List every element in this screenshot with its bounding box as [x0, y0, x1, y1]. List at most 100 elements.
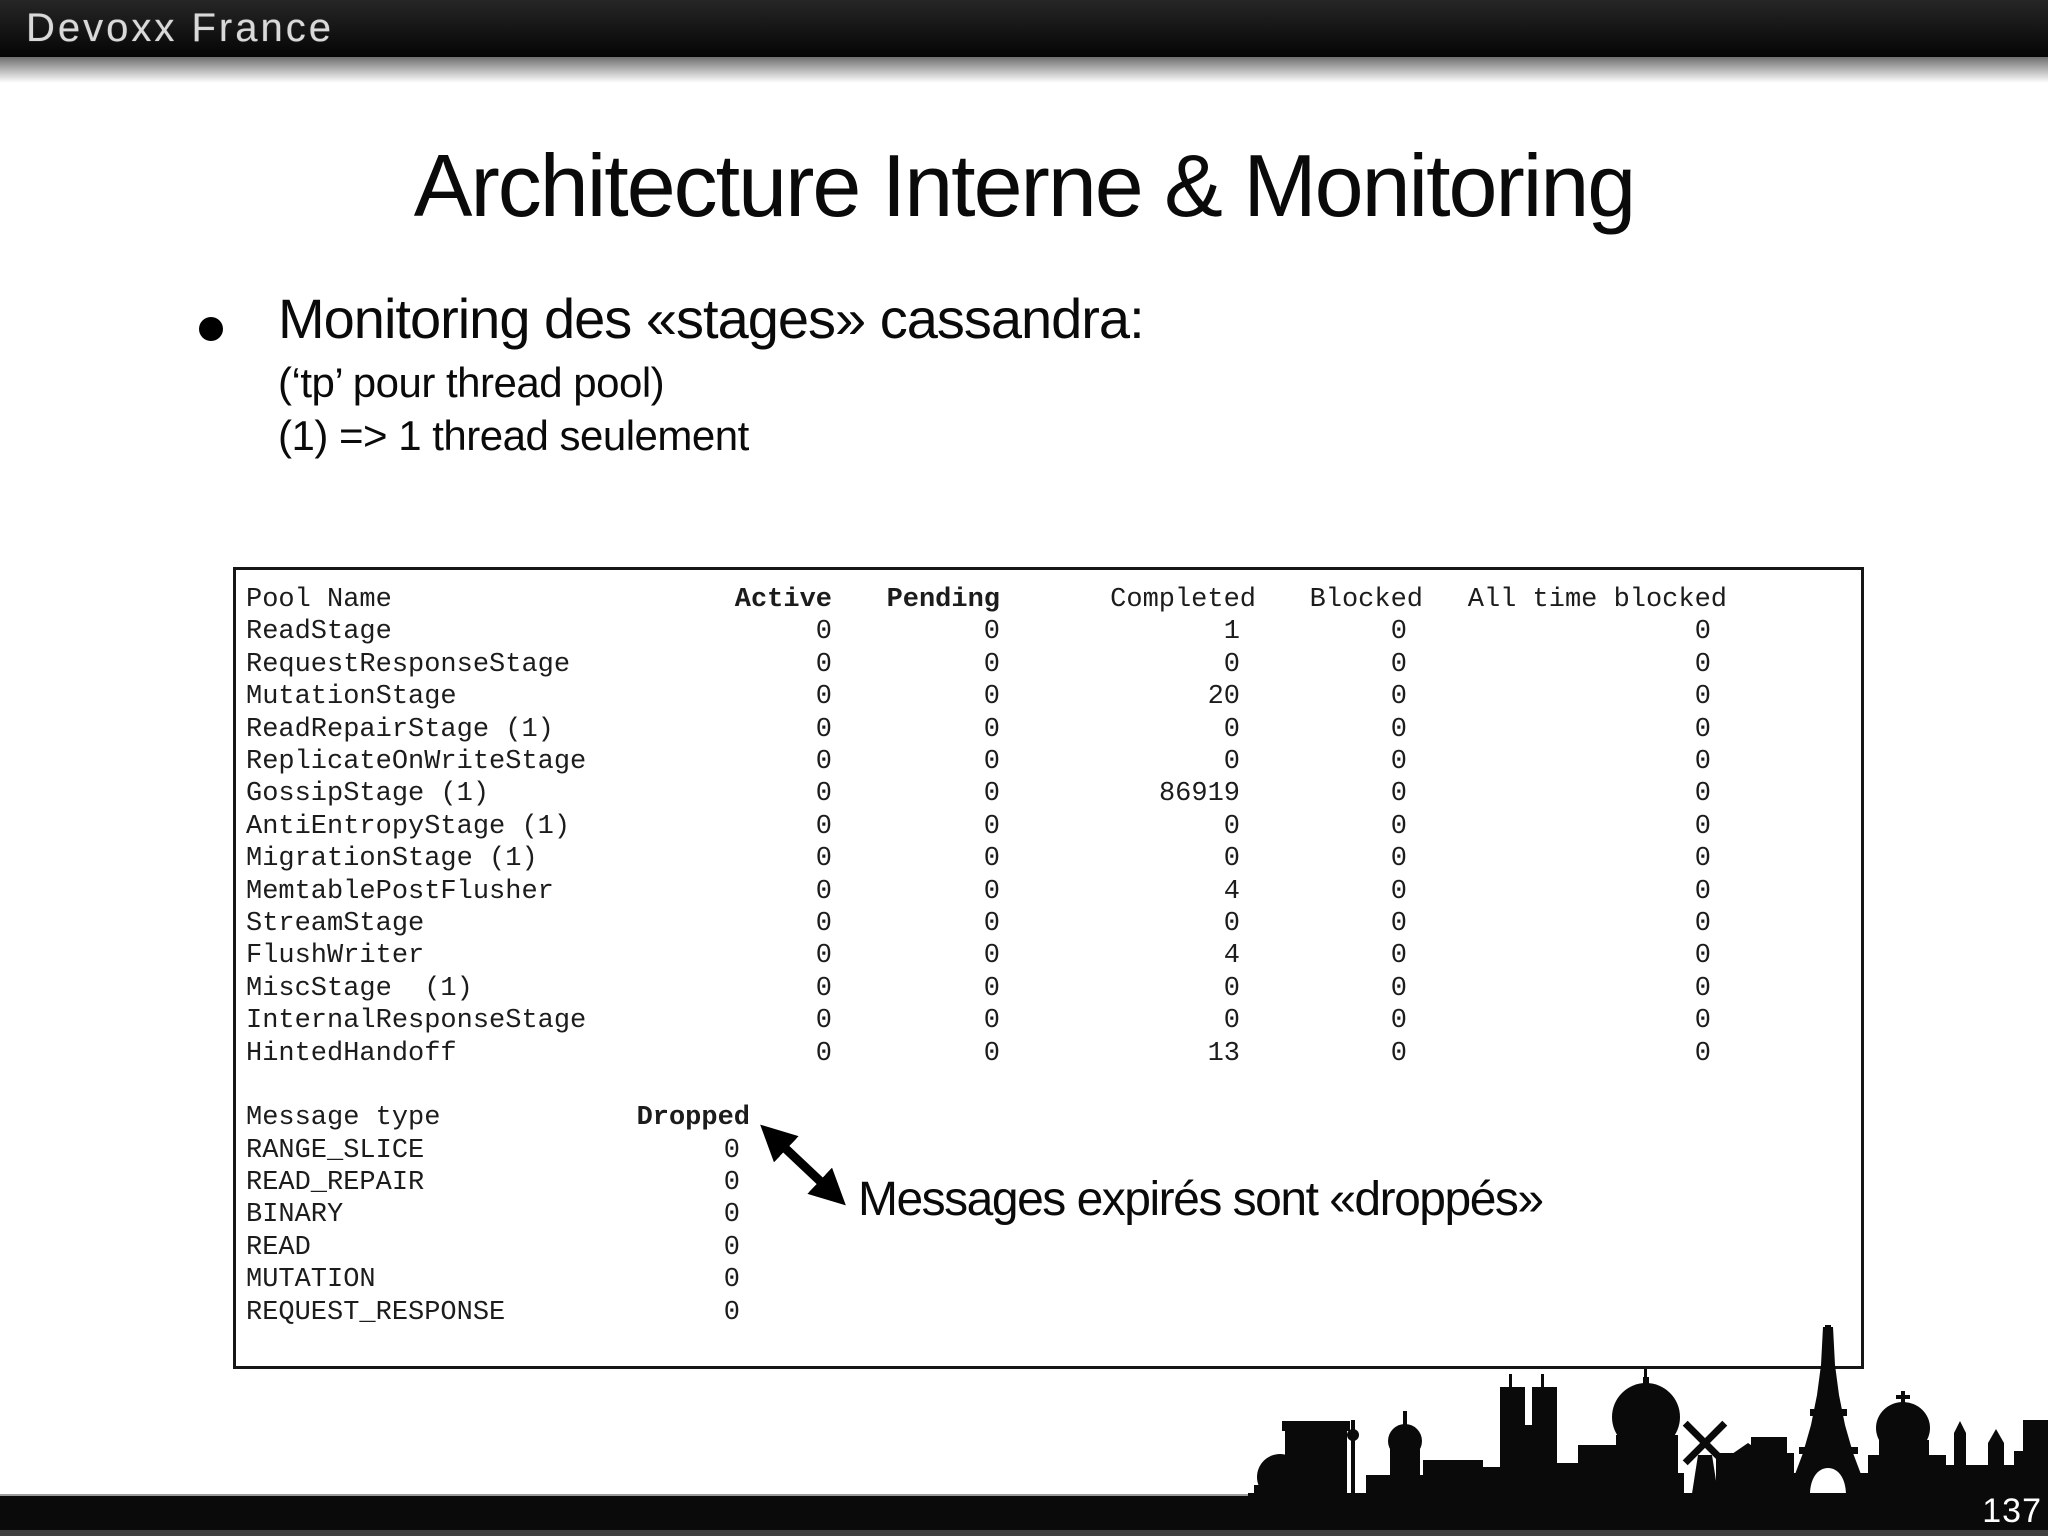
value-cell: 0: [1694, 617, 1711, 648]
message-type-cell: MUTATION: [246, 1265, 376, 1296]
value-cell: 0: [1694, 747, 1711, 778]
bullet-text: Monitoring des «stages» cassandra:: [278, 287, 1145, 350]
message-type-cell: REQUEST_RESPONSE: [246, 1297, 506, 1328]
value-cell: 0: [1390, 779, 1407, 810]
brand-logo: Devoxx France: [26, 6, 334, 50]
message-type-cell: READ_REPAIR: [246, 1167, 425, 1198]
pool-name-cell: MutationStage: [246, 682, 457, 713]
pool-name-cell: HintedHandoff: [246, 1038, 457, 1069]
bullet-subtext-line2: (1) => 1 thread seulement: [278, 412, 749, 459]
value-cell: 0: [983, 941, 1000, 972]
value-cell: 0: [723, 1167, 740, 1198]
value-cell: 0: [983, 714, 1000, 745]
page-title: Architecture Interne & Monitoring: [413, 135, 1636, 235]
value-cell: 0: [815, 811, 832, 842]
pool-name-cell: ReadRepairStage (1): [246, 714, 554, 745]
value-cell: 0: [1223, 844, 1240, 875]
value-cell: 0: [1694, 1038, 1711, 1069]
value-cell: 0: [815, 1006, 832, 1037]
message-type-cell: RANGE_SLICE: [246, 1135, 425, 1166]
value-cell: 0: [1223, 649, 1240, 680]
value-cell: 0: [1390, 811, 1407, 842]
pool-name-cell: InternalResponseStage: [246, 1006, 587, 1037]
value-cell: 0: [815, 714, 832, 745]
value-cell: 0: [1223, 747, 1240, 778]
pool-name-cell: StreamStage: [246, 909, 425, 940]
bottom-bar: [0, 1494, 2048, 1536]
value-cell: 0: [1223, 1006, 1240, 1037]
value-cell: 0: [1694, 909, 1711, 940]
value-cell: 0: [723, 1135, 740, 1166]
value-cell: 1: [1223, 617, 1240, 648]
bullet-subtext: (‘tp’ pour thread pool) (1) => 1 thread …: [278, 356, 749, 462]
value-cell: 0: [983, 1006, 1000, 1037]
value-cell: 0: [723, 1232, 740, 1263]
value-cell: 0: [1390, 909, 1407, 940]
value-cell: 0: [1390, 714, 1407, 745]
value-cell: 0: [815, 909, 832, 940]
value-cell: 0: [1694, 973, 1711, 1004]
value-cell: 0: [983, 617, 1000, 648]
column-header: All time blocked: [1467, 585, 1727, 615]
pool-name-cell: ReadStage: [246, 617, 392, 648]
value-cell: 0: [1390, 1038, 1407, 1069]
value-cell: 0: [723, 1200, 740, 1231]
pool-name-cell: ReplicateOnWriteStage: [246, 747, 587, 778]
value-cell: 0: [1694, 779, 1711, 810]
top-bar: Devoxx France: [0, 0, 2048, 57]
page-number: 137: [1982, 1492, 2042, 1530]
value-cell: 0: [1694, 649, 1711, 680]
annotation-text: Messages expirés sont «droppés»: [858, 1173, 1544, 1226]
value-cell: 86919: [1158, 779, 1240, 810]
value-cell: 0: [1694, 941, 1711, 972]
value-cell: 0: [815, 876, 832, 907]
value-cell: 0: [1223, 909, 1240, 940]
double-arrow-icon: [760, 1124, 846, 1206]
value-cell: 0: [815, 1038, 832, 1069]
column-header: Blocked: [1309, 585, 1423, 615]
value-cell: 0: [983, 779, 1000, 810]
value-cell: 0: [1390, 649, 1407, 680]
value-cell: 0: [983, 747, 1000, 778]
column-header: Active: [734, 585, 832, 615]
bullet-subtext-line1: (‘tp’ pour thread pool): [278, 359, 665, 406]
value-cell: 0: [1694, 844, 1711, 875]
value-cell: 0: [1694, 714, 1711, 745]
column-header: Message type: [246, 1103, 441, 1134]
value-cell: 0: [983, 909, 1000, 940]
value-cell: 0: [815, 779, 832, 810]
value-cell: 0: [1223, 714, 1240, 745]
value-cell: 4: [1223, 941, 1240, 972]
pool-name-cell: GossipStage (1): [246, 779, 490, 810]
value-cell: 0: [983, 649, 1000, 680]
column-header: Dropped: [636, 1103, 750, 1134]
pool-name-cell: RequestResponseStage: [246, 649, 571, 680]
value-cell: 0: [1390, 1006, 1407, 1037]
top-bar-shadow: [0, 57, 2048, 83]
value-cell: 0: [983, 844, 1000, 875]
value-cell: 0: [1390, 617, 1407, 648]
value-cell: 4: [1223, 876, 1240, 907]
value-cell: 0: [1390, 844, 1407, 875]
value-cell: 0: [1390, 747, 1407, 778]
value-cell: 0: [815, 617, 832, 648]
value-cell: 0: [1694, 876, 1711, 907]
bullet-dot-icon: [199, 317, 223, 341]
value-cell: 0: [983, 682, 1000, 713]
value-cell: 0: [1223, 973, 1240, 1004]
value-cell: 0: [723, 1297, 740, 1328]
value-cell: 0: [815, 844, 832, 875]
value-cell: 0: [1390, 876, 1407, 907]
column-header: Pending: [886, 585, 1000, 615]
column-header: Pool Name: [246, 585, 392, 615]
value-cell: 0: [1390, 682, 1407, 713]
value-cell: 0: [983, 876, 1000, 907]
paris-skyline-icon: [1248, 1325, 2048, 1500]
message-type-cell: BINARY: [246, 1200, 344, 1231]
value-cell: 0: [1390, 941, 1407, 972]
message-type-cell: READ: [246, 1232, 311, 1263]
value-cell: 0: [983, 811, 1000, 842]
value-cell: 0: [1223, 811, 1240, 842]
pool-name-cell: MiscStage (1): [246, 973, 473, 1004]
value-cell: 0: [815, 682, 832, 713]
